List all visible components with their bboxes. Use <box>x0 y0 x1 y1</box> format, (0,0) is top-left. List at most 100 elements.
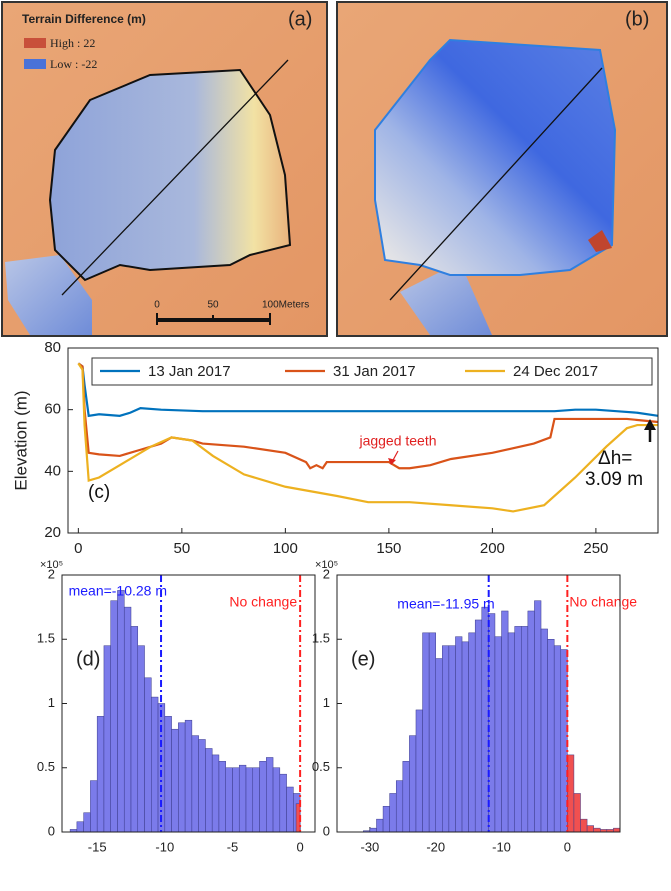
histogram-bar <box>253 768 260 832</box>
histogram-bar <box>502 611 509 832</box>
histogram-bar <box>508 633 515 832</box>
x-tick-label: 100 <box>273 540 298 557</box>
histogram-bar <box>165 716 172 832</box>
reference-label: No change <box>229 594 297 610</box>
histogram-bar <box>84 813 91 832</box>
histogram-bar <box>199 739 206 832</box>
histogram-bar <box>185 720 192 832</box>
histogram-bar <box>436 659 443 832</box>
panel-label: (a) <box>288 8 312 30</box>
histogram-bar <box>423 633 430 832</box>
histogram-bar <box>554 646 561 832</box>
annotation: Δh= <box>598 448 632 469</box>
y-axis-label: Elevation (m) <box>11 390 30 490</box>
x-tick-label: 0 <box>74 540 82 557</box>
y-multiplier: ×10⁵ <box>40 559 63 571</box>
x-tick-label: -5 <box>227 839 239 854</box>
histogram-bar <box>138 646 145 832</box>
histogram-bar <box>587 826 594 832</box>
histogram-bar <box>205 748 212 832</box>
histogram-bar <box>192 736 199 832</box>
legend-swatch <box>24 59 46 69</box>
y-tick-label: 60 <box>44 401 61 418</box>
reference-label: mean=-11.95 m <box>397 596 494 612</box>
histogram-bar <box>376 819 383 832</box>
x-tick-label: -10 <box>492 839 511 854</box>
histogram-bar <box>212 755 219 832</box>
scale-label: 50 <box>207 300 219 311</box>
histogram-bar <box>117 590 124 832</box>
histogram-bar <box>77 822 84 832</box>
histogram-bar <box>97 716 104 832</box>
histogram-bar <box>429 633 436 832</box>
histogram-bar <box>370 828 377 832</box>
histogram-bar <box>534 601 541 832</box>
histogram-bar <box>581 819 588 832</box>
histogram-bar <box>528 611 535 832</box>
y-tick-label: 20 <box>44 524 61 541</box>
y-tick-label: 0 <box>323 823 330 838</box>
histogram-bar <box>396 781 403 832</box>
histogram-bar <box>273 768 280 832</box>
histogram-bar <box>145 678 152 832</box>
x-tick-label: 250 <box>583 540 608 557</box>
histogram-bar <box>111 601 118 832</box>
histogram-bar <box>158 704 165 833</box>
x-tick-label: 0 <box>564 839 571 854</box>
legend-label: 13 Jan 2017 <box>148 363 231 380</box>
histogram-bar <box>495 637 502 832</box>
y-tick-label: 1 <box>323 695 330 710</box>
histogram-bar <box>613 828 620 832</box>
x-tick-label: -10 <box>155 839 174 854</box>
histogram-bar <box>469 633 476 832</box>
y-tick-label: 1 <box>48 695 55 710</box>
histogram-bar <box>232 768 239 832</box>
scale-label: 100Meters <box>262 300 309 311</box>
histogram-bar <box>409 736 416 832</box>
legend-label: 24 Dec 2017 <box>513 363 598 380</box>
histogram-bar <box>260 761 267 832</box>
histogram-bar <box>90 781 97 832</box>
x-tick-label: -20 <box>426 839 445 854</box>
histogram-bar <box>131 626 138 832</box>
histogram-bar <box>515 626 522 832</box>
histogram-bar <box>574 793 581 832</box>
histogram-bar <box>390 793 397 832</box>
map-legend-high: High : 22 <box>50 36 95 50</box>
x-tick-label: 0 <box>297 839 304 854</box>
reference-label: No change <box>569 594 637 610</box>
y-tick-label: 80 <box>44 339 61 356</box>
histogram-bar <box>246 768 253 832</box>
histogram-bar <box>178 723 185 832</box>
x-tick-label: -30 <box>361 839 380 854</box>
histogram-bar <box>442 646 449 832</box>
x-tick-label: -15 <box>88 839 107 854</box>
histogram-bar <box>462 642 469 832</box>
y-tick-label: 0 <box>48 823 55 838</box>
histogram-bar <box>239 765 246 832</box>
histogram-bar <box>151 697 158 832</box>
histogram-bar <box>266 757 273 832</box>
histogram-bar <box>594 828 601 832</box>
x-tick-label: 50 <box>174 540 191 557</box>
histogram-bar <box>280 774 287 832</box>
y-tick-label: 1.5 <box>312 631 330 646</box>
map-legend-low: Low : -22 <box>50 57 97 71</box>
page: { "maps": { "panels": [{"label": "(a)"},… <box>0 0 671 891</box>
figure: Terrain Difference (m) High : 22 Low : -… <box>0 0 671 891</box>
x-tick-label: 150 <box>376 540 401 557</box>
legend-label: 31 Jan 2017 <box>333 363 416 380</box>
annotation: jagged teeth <box>358 433 436 449</box>
histogram-bar <box>548 639 555 832</box>
histogram-bar <box>287 787 294 832</box>
panel-label: (e) <box>351 648 375 670</box>
reference-label: mean=-10.28 m <box>69 583 167 599</box>
histogram-bar <box>226 768 233 832</box>
map-a: Terrain Difference (m) High : 22 Low : -… <box>2 2 327 336</box>
histogram-bar <box>104 646 111 832</box>
scale-label: 0 <box>154 300 160 311</box>
histogram-bar <box>475 620 482 832</box>
histogram-bar <box>403 761 410 832</box>
annotation: (c) <box>88 482 110 503</box>
histogram-bar <box>482 607 489 832</box>
